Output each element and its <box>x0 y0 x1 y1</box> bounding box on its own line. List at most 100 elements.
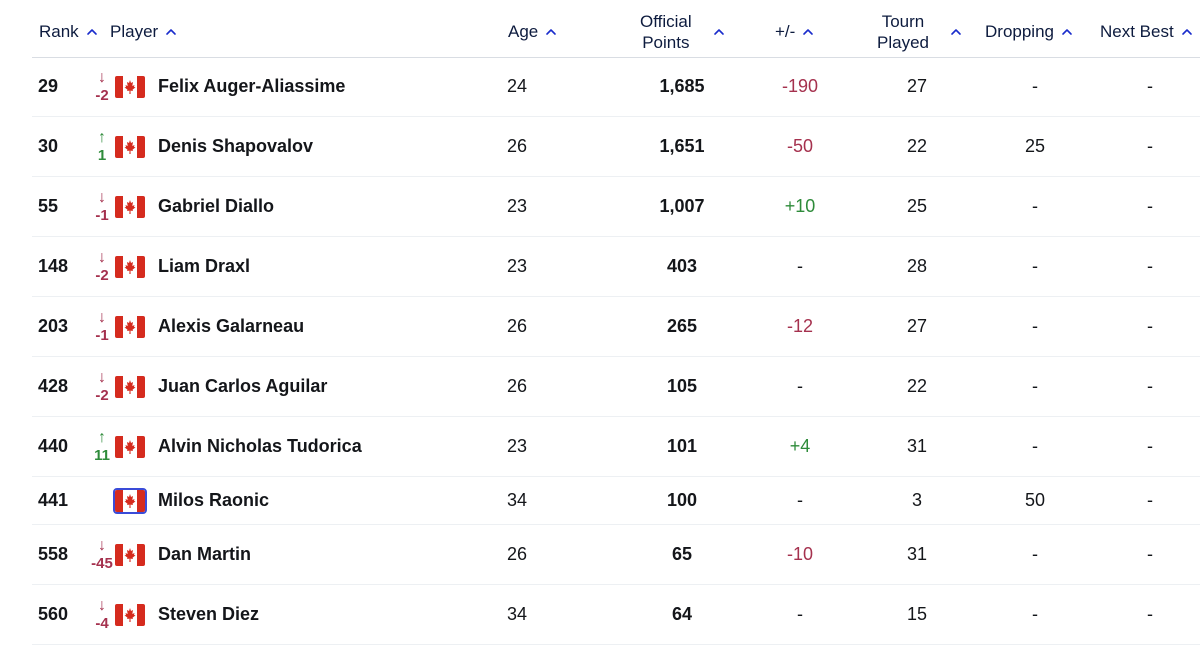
tourn-played-cell: 28 <box>906 256 928 276</box>
rank-cell: 441 <box>38 490 69 510</box>
plus-minus-cell: - <box>797 256 803 276</box>
rank-cell: 29 <box>38 76 59 96</box>
canada-flag-icon <box>113 434 147 460</box>
rank-move-value: 11 <box>94 446 110 464</box>
table-row[interactable]: 55 ↓ -1 Gabriel Diallo 23 1,007 +10 25 - - <box>32 177 1200 237</box>
rank-move: ↓ -4 <box>88 585 116 644</box>
arrow-down-icon: ↓ <box>98 248 106 266</box>
dropping-cell: - <box>1032 316 1038 336</box>
chevron-up-icon[interactable] <box>801 25 815 39</box>
rank-move-value: -45 <box>91 554 113 572</box>
column-header-player-label: Player <box>110 22 159 41</box>
player-name-link[interactable]: Alvin Nicholas Tudorica <box>158 436 362 456</box>
column-header-rank[interactable]: Rank <box>39 12 99 52</box>
next-best-cell: - <box>1147 436 1153 456</box>
column-header-dropping-label: Dropping <box>985 22 1054 41</box>
canada-flag-icon <box>113 74 147 100</box>
plus-minus-cell: - <box>797 376 803 396</box>
column-header-points[interactable]: Official Points <box>640 12 726 52</box>
table-row[interactable]: 558 ↓ -45 Dan Martin 26 65 -10 31 - - <box>32 525 1200 585</box>
tourn-played-cell: 31 <box>906 436 928 456</box>
plus-minus-cell: -10 <box>786 544 813 564</box>
points-cell: 100 <box>666 490 698 510</box>
rank-cell: 55 <box>38 196 59 216</box>
next-best-cell: - <box>1147 136 1153 156</box>
chevron-up-icon[interactable] <box>85 25 99 39</box>
player-name-link[interactable]: Liam Draxl <box>158 256 251 276</box>
chevron-up-icon[interactable] <box>1060 25 1074 39</box>
column-header-dropping[interactable]: Dropping <box>985 12 1074 52</box>
rank-cell: 428 <box>38 376 69 396</box>
player-name-link[interactable]: Dan Martin <box>158 544 252 564</box>
table-row[interactable]: 29 ↓ -2 Felix Auger-Aliassime 24 1,685 -190 27 -… <box>32 57 1200 117</box>
rank-move-value: -4 <box>95 614 109 632</box>
points-cell: 101 <box>666 436 698 456</box>
table-row[interactable]: 148 ↓ -2 Liam Draxl 23 403 - 28 - - <box>32 237 1200 297</box>
tourn-played-cell: 3 <box>911 490 922 510</box>
arrow-down-icon: ↓ <box>98 536 106 554</box>
next-best-cell: - <box>1147 490 1153 510</box>
next-best-cell: - <box>1147 76 1153 96</box>
player-name-link[interactable]: Felix Auger-Aliassime <box>158 76 346 96</box>
dropping-cell: - <box>1032 376 1038 396</box>
plus-minus-cell: -190 <box>781 76 819 96</box>
arrow-up-icon: ↑ <box>98 128 106 146</box>
table-row[interactable]: 428 ↓ -2 Juan Carlos Aguilar 26 105 - 22 - - <box>32 357 1200 417</box>
plus-minus-cell: -50 <box>786 136 813 156</box>
age-cell: 26 <box>507 316 528 336</box>
table-row[interactable]: 30 ↑ 1 Denis Shapovalov 26 1,651 -50 22 25 - <box>32 117 1200 177</box>
column-header-player[interactable]: Player <box>110 12 178 52</box>
player-name-link[interactable]: Milos Raonic <box>158 490 270 510</box>
rank-move: ↑ 1 <box>88 117 116 176</box>
table-row[interactable]: 440 ↑ 11 Alvin Nicholas Tudorica 23 101 +4 31 - - <box>32 417 1200 477</box>
column-header-tourn-line1: Tourn <box>881 12 925 31</box>
player-name-link[interactable]: Denis Shapovalov <box>158 136 314 156</box>
tourn-played-cell: 22 <box>906 376 928 396</box>
chevron-up-icon[interactable] <box>544 25 558 39</box>
age-cell: 23 <box>507 196 528 216</box>
chevron-up-icon[interactable] <box>1180 25 1194 39</box>
tourn-played-cell: 31 <box>906 544 928 564</box>
player-name-link[interactable]: Steven Diez <box>158 604 260 624</box>
rank-move-value: -1 <box>95 326 109 344</box>
table-row[interactable]: 203 ↓ -1 Alexis Galarneau 26 265 -12 27 - - <box>32 297 1200 357</box>
points-cell: 64 <box>671 604 693 624</box>
next-best-cell: - <box>1147 256 1153 276</box>
next-best-cell: - <box>1147 376 1153 396</box>
chevron-up-icon[interactable] <box>164 25 178 39</box>
rank-cell: 148 <box>38 256 69 276</box>
column-header-tourn-played[interactable]: Tourn Played <box>877 12 963 52</box>
dropping-cell: - <box>1032 256 1038 276</box>
dropping-cell: 50 <box>1024 490 1046 510</box>
rank-cell: 560 <box>38 604 69 624</box>
dropping-cell: - <box>1032 436 1038 456</box>
table-row[interactable]: 560 ↓ -4 Steven Diez 34 64 - 15 - - <box>32 585 1200 645</box>
rank-move: ↓ -2 <box>88 357 116 416</box>
dropping-cell: - <box>1032 76 1038 96</box>
player-name-link[interactable]: Juan Carlos Aguilar <box>158 376 328 396</box>
age-cell: 23 <box>507 436 528 456</box>
player-name-link[interactable]: Gabriel Diallo <box>158 196 275 216</box>
chevron-up-icon[interactable] <box>712 25 726 39</box>
column-header-tourn-played-label: Tourn Played <box>877 11 929 53</box>
chevron-up-icon[interactable] <box>949 25 963 39</box>
column-header-points-line2: Points <box>642 33 690 52</box>
column-header-age-label: Age <box>508 22 539 41</box>
table-body: 29 ↓ -2 Felix Auger-Aliassime 24 1,685 -190 27-… <box>32 57 1200 645</box>
table-row[interactable]: 441 Milos Raonic 34 100 - 3 50 - <box>32 477 1200 525</box>
points-cell: 265 <box>666 316 698 336</box>
plus-minus-cell: - <box>797 604 803 624</box>
table-header: Rank Player Age Official Points +/- Tour… <box>32 0 1200 58</box>
canada-flag-icon <box>113 487 147 514</box>
next-best-cell: - <box>1147 196 1153 216</box>
canada-flag-icon <box>113 602 147 628</box>
rank-move: ↓ -2 <box>88 57 116 116</box>
rank-move: ↓ -2 <box>88 237 116 296</box>
column-header-plus-minus[interactable]: +/- <box>775 12 815 52</box>
canada-flag-icon <box>113 374 147 400</box>
column-header-age[interactable]: Age <box>508 12 558 52</box>
age-cell: 26 <box>507 376 528 396</box>
column-header-next-best[interactable]: Next Best <box>1100 12 1194 52</box>
player-name-link[interactable]: Alexis Galarneau <box>158 316 305 336</box>
canada-flag-icon <box>113 134 147 160</box>
